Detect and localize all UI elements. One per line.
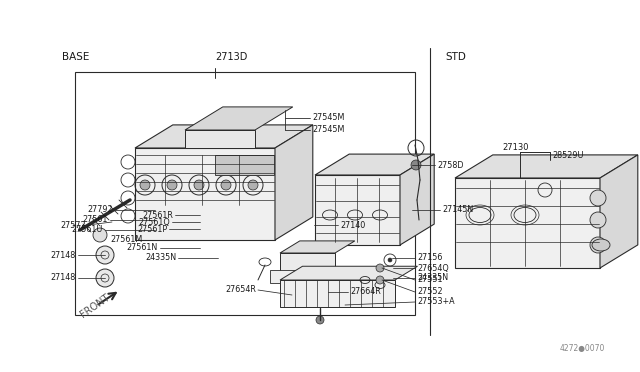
Text: 27792: 27792	[88, 205, 113, 215]
Text: 28529U: 28529U	[552, 151, 584, 160]
Circle shape	[93, 228, 107, 242]
Text: 4272●0070: 4272●0070	[560, 343, 605, 353]
Polygon shape	[185, 130, 255, 148]
Text: STD: STD	[445, 52, 466, 62]
Circle shape	[376, 264, 384, 272]
Polygon shape	[455, 155, 638, 178]
Text: 27145N: 27145N	[442, 205, 473, 215]
Text: 27572: 27572	[60, 221, 86, 230]
Text: 27654R: 27654R	[225, 285, 256, 295]
Text: 27148: 27148	[51, 250, 76, 260]
Polygon shape	[315, 154, 434, 175]
Circle shape	[590, 237, 606, 253]
Text: 27130: 27130	[502, 144, 529, 153]
Text: 27545M: 27545M	[312, 113, 344, 122]
Polygon shape	[280, 241, 355, 253]
Polygon shape	[400, 154, 434, 245]
Polygon shape	[185, 107, 293, 130]
Polygon shape	[286, 287, 310, 303]
Circle shape	[194, 180, 204, 190]
Text: 27553+A: 27553+A	[417, 298, 454, 307]
Polygon shape	[455, 178, 600, 268]
Text: 27561U: 27561U	[72, 225, 103, 234]
Circle shape	[221, 180, 231, 190]
Polygon shape	[315, 175, 400, 245]
Text: 27561: 27561	[83, 215, 108, 224]
Circle shape	[376, 276, 384, 284]
Circle shape	[140, 180, 150, 190]
Text: 27551: 27551	[417, 276, 442, 285]
Text: 27140: 27140	[340, 221, 365, 230]
Polygon shape	[215, 155, 274, 175]
Circle shape	[167, 180, 177, 190]
Text: 2713D: 2713D	[215, 52, 248, 62]
Text: 27561Q: 27561Q	[138, 218, 170, 227]
Text: 27654Q: 27654Q	[417, 263, 449, 273]
Text: BASE: BASE	[62, 52, 90, 62]
Text: 27545M: 27545M	[312, 125, 344, 135]
Text: 27156: 27156	[417, 253, 442, 263]
Polygon shape	[135, 148, 275, 240]
Circle shape	[590, 190, 606, 206]
Text: 27664R: 27664R	[350, 288, 381, 296]
Polygon shape	[600, 155, 638, 268]
Circle shape	[411, 160, 421, 170]
Text: 27561P: 27561P	[137, 224, 167, 234]
Polygon shape	[135, 125, 313, 148]
Text: 2758D: 2758D	[437, 160, 463, 170]
Circle shape	[96, 269, 114, 287]
Text: 27561M: 27561M	[111, 235, 143, 244]
Circle shape	[590, 212, 606, 228]
Circle shape	[96, 246, 114, 264]
Text: 27552: 27552	[417, 288, 443, 296]
Polygon shape	[280, 266, 417, 280]
Circle shape	[388, 258, 392, 262]
Text: 24335N: 24335N	[145, 253, 176, 263]
Ellipse shape	[592, 239, 610, 251]
Text: 24335N: 24335N	[417, 273, 448, 282]
Text: FRONT: FRONT	[78, 293, 111, 320]
Polygon shape	[280, 253, 335, 283]
Text: 27561N: 27561N	[127, 244, 158, 253]
Text: 27561R: 27561R	[142, 211, 173, 219]
Text: 27148: 27148	[51, 273, 76, 282]
Polygon shape	[275, 125, 313, 240]
Polygon shape	[270, 270, 295, 283]
Circle shape	[316, 316, 324, 324]
Polygon shape	[318, 282, 342, 298]
Polygon shape	[280, 280, 395, 307]
Circle shape	[248, 180, 258, 190]
